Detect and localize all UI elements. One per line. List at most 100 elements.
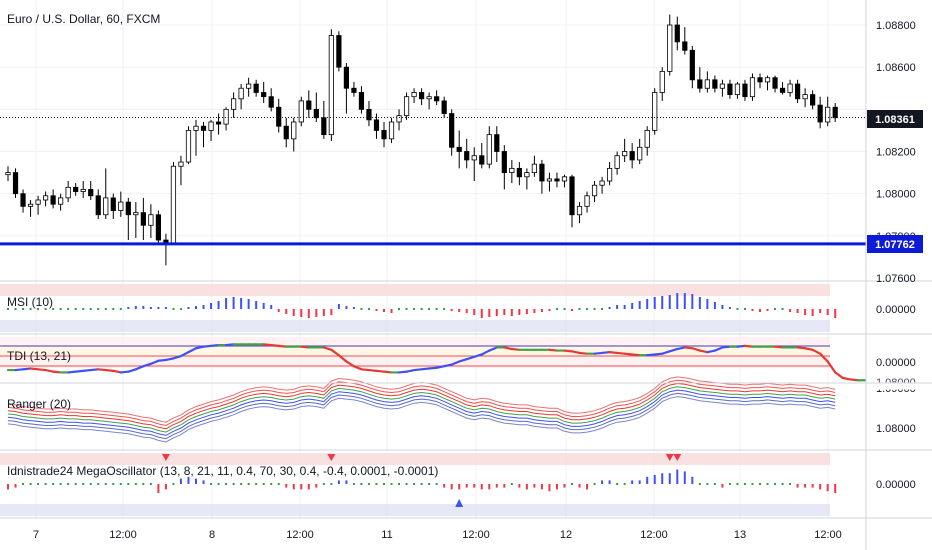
candle: [373, 113, 380, 139]
candle-up-body: [35, 199, 41, 205]
tdi-segment: [488, 346, 498, 352]
tdi-segment: [450, 360, 461, 366]
candle: [749, 73, 756, 101]
tdi-segment: [796, 346, 807, 350]
tdi-segment: [631, 353, 641, 357]
tdi-segment: [209, 344, 220, 347]
tdi-segment: [142, 362, 152, 368]
candle: [742, 79, 748, 101]
tdi-segment: [435, 365, 446, 369]
candle: [170, 162, 177, 245]
candle: [215, 113, 222, 135]
candle: [208, 119, 214, 141]
candle: [253, 79, 259, 97]
candle: [546, 172, 553, 192]
candle-down-body: [682, 41, 688, 51]
tdi-segment: [826, 360, 837, 374]
candle: [697, 67, 703, 93]
tdi-segment: [480, 349, 491, 356]
candle: [148, 204, 154, 238]
tdi-segment: [458, 358, 468, 363]
tdi-segment: [36, 368, 47, 372]
tdi-segment: [52, 370, 62, 374]
candle: [486, 126, 492, 169]
candle: [464, 138, 470, 169]
candle-down-body: [539, 163, 545, 182]
candle: [434, 90, 440, 106]
price-tick-label: 1.08200: [876, 147, 916, 159]
mega-pane-label: Idnistrade24 MegaOscillator (13, 8, 21, …: [7, 464, 438, 478]
support-price-tag-text: 1.07762: [875, 239, 915, 251]
candle-down-body: [464, 151, 470, 161]
tdi-segment: [149, 359, 160, 365]
candle-up-body: [622, 151, 628, 157]
candle: [58, 193, 64, 211]
tdi-segment: [29, 367, 40, 371]
tdi-segment: [300, 345, 310, 349]
tdi-segment: [14, 368, 25, 372]
candle-up-body: [148, 214, 154, 226]
candle-up-body: [58, 197, 64, 205]
candle: [591, 181, 598, 203]
sell-marker-icon: [665, 454, 674, 461]
candle-up-body: [27, 203, 34, 207]
candle-up-body: [509, 167, 515, 173]
candle-down-body: [125, 201, 131, 216]
candle: [599, 176, 605, 194]
tdi-segment: [97, 368, 107, 372]
time-tick-label: 13: [734, 529, 746, 541]
candle: [441, 96, 447, 118]
candle-down-body: [20, 193, 26, 207]
candle-down-body: [73, 186, 79, 192]
tdi-segment: [773, 345, 784, 349]
candle: [351, 81, 357, 97]
candle: [27, 199, 34, 217]
tdi-segment: [443, 363, 453, 368]
support-price-tag: 1.07762: [867, 235, 923, 253]
candle: [200, 121, 207, 148]
candle: [95, 189, 101, 219]
candle-down-body: [817, 104, 823, 123]
candle-up-body: [652, 92, 658, 131]
tdi-segment: [811, 348, 822, 355]
candle-up-body: [403, 96, 410, 117]
tdi-segment: [375, 369, 386, 373]
tdi-segment: [668, 347, 679, 353]
tdi-segment: [691, 347, 701, 352]
candle: [223, 107, 229, 131]
tdi-segment: [67, 370, 77, 374]
time-tick-label: 12:00: [814, 529, 842, 541]
candle: [531, 155, 538, 177]
tdi-segment: [262, 343, 273, 347]
candle: [779, 81, 786, 95]
candle: [230, 92, 237, 118]
tdi-segment: [112, 369, 122, 374]
candle: [539, 159, 545, 194]
candle-up-body: [178, 161, 184, 167]
tdi-segment: [465, 355, 476, 361]
candle: [764, 75, 771, 91]
candle-down-body: [494, 134, 500, 152]
candle-down-body: [343, 66, 350, 89]
tdi-segment: [653, 352, 664, 356]
candle-up-body: [719, 83, 726, 89]
candle: [20, 189, 26, 213]
candle: [734, 81, 741, 99]
candle: [80, 181, 86, 198]
candle-up-body: [133, 212, 139, 216]
candle: [155, 210, 161, 245]
candle-up-body: [426, 96, 432, 100]
candle-up-body: [118, 201, 124, 211]
candle-up-body: [388, 121, 395, 140]
candle-up-body: [584, 195, 590, 207]
candle-down-body: [88, 189, 94, 197]
candle-down-body: [689, 49, 695, 81]
tdi-segment: [164, 357, 175, 362]
tdi-segment: [698, 349, 709, 354]
candle-up-body: [246, 83, 252, 89]
tdi-segment: [849, 378, 859, 382]
candle: [449, 109, 455, 156]
candle-down-body: [832, 106, 838, 119]
candle-up-body: [291, 121, 297, 140]
